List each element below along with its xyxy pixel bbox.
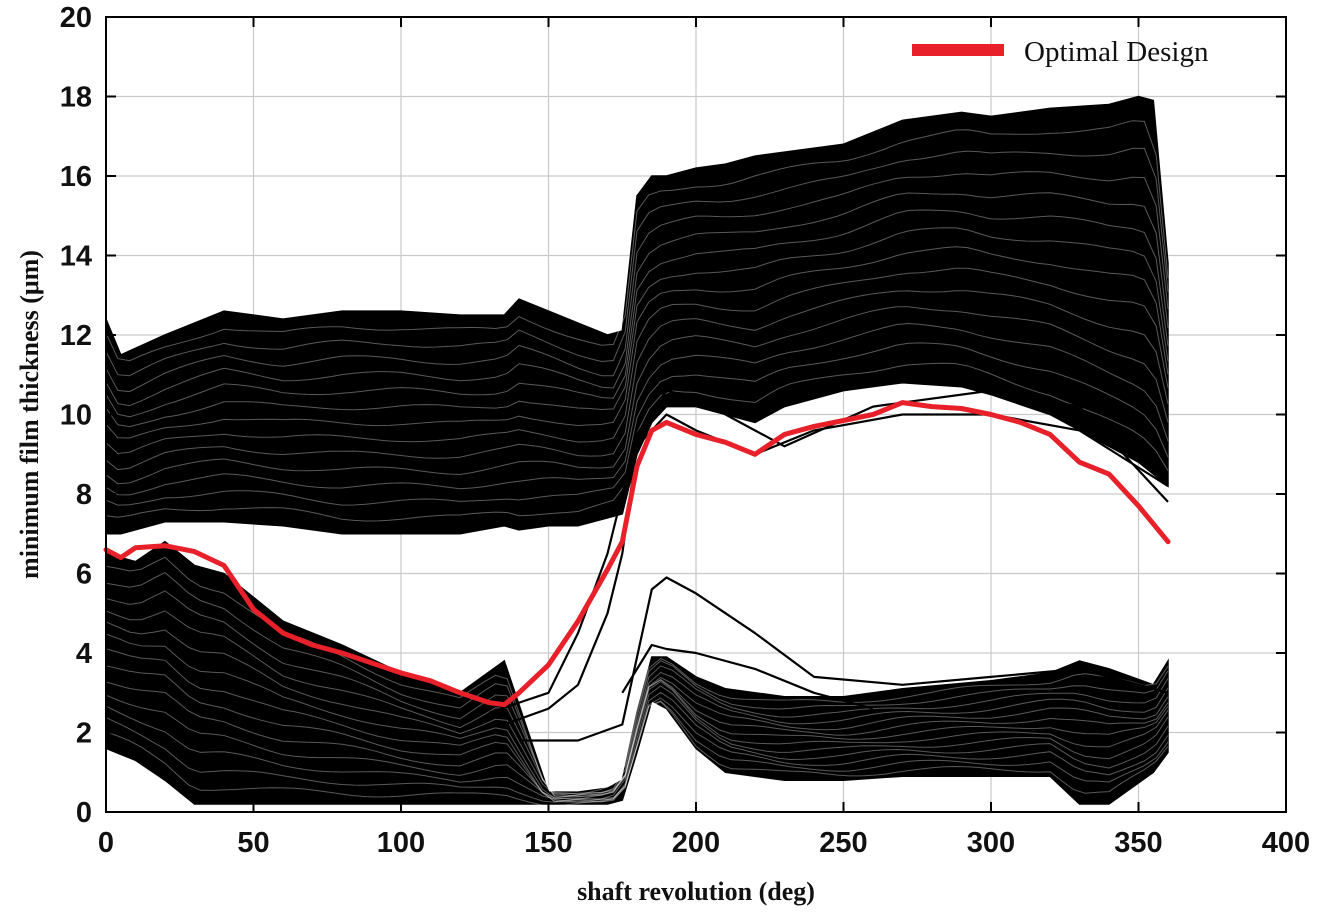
y-tick-label: 8 [76,479,92,511]
lower-design-family-striation [105,701,1169,807]
tick-layer: 0 50 100 150 200 250 300 350 400 0 2 4 6 8 10 12 14 16 18 2… [60,2,1310,859]
lower-design-family-striation [105,621,1169,795]
legend: Optimal Design [912,36,1209,68]
upper-design-family-striation [105,290,1169,471]
y-tick-label: 20 [60,2,92,34]
design-curve [503,413,1169,726]
upper-design-family-striation [105,227,1169,428]
upper-design-family-striation [105,192,1169,407]
legend-swatch-optimal-design [912,44,1004,56]
upper-design-family-striation [105,267,1169,455]
y-tick-label: 12 [60,320,92,352]
y-tick-label: 2 [76,718,92,750]
y-tick-label: 14 [60,241,92,273]
upper-design-family-striation [105,171,1169,393]
x-tick-label: 350 [1114,827,1162,859]
y-axis-label: minimum film thickness (μm) [15,250,44,579]
lower-design-family-striation [105,633,1169,799]
y-tick-label: 18 [60,82,92,114]
design-band-layer [105,95,1169,807]
lower-design-family-band [105,540,1169,805]
design-curve [489,389,1169,714]
y-tick-label: 6 [76,559,92,591]
design-curve [519,576,1169,742]
lower-design-family-striation [105,590,1169,797]
upper-design-family-striation [105,342,1169,506]
lower-design-family-striation [105,681,1169,803]
optimal-design-line [103,400,1171,708]
x-tick-label: 250 [819,827,867,859]
x-axis-label: shaft revolution (deg) [577,877,815,906]
design-curve [621,643,874,710]
x-tick-label: 400 [1262,827,1310,859]
y-tick-label: 10 [60,400,92,432]
y-tick-label: 4 [76,638,92,670]
lower-design-family-striation [105,665,1169,803]
upper-design-family-striation [105,209,1169,418]
x-tick-label: 50 [237,827,269,859]
x-tick-label: 300 [967,827,1015,859]
upper-design-family-striation [105,306,1169,485]
lower-design-family-striation [105,648,1169,802]
upper-design-family-striation [105,246,1169,439]
y-tick-label: 16 [60,161,92,193]
x-tick-label: 200 [672,827,720,859]
lower-design-family-striation [105,572,1169,798]
legend-label-optimal-design: Optimal Design [1024,36,1209,68]
x-tick-label: 100 [377,827,425,859]
lower-design-family-striation [105,697,1169,801]
optimal-design-layer [103,400,1171,708]
lower-design-family-striation [105,691,1169,803]
y-tick-label: 0 [76,797,92,829]
lower-design-family-striation [105,700,1169,803]
upper-design-family-striation [105,322,1169,496]
upper-design-family-striation [105,147,1169,377]
x-tick-label: 0 [98,827,114,859]
upper-design-family-striation [105,120,1169,362]
design-curve-layer [489,389,1169,742]
lower-design-family-striation [105,610,1169,796]
x-tick-label: 150 [524,827,572,859]
